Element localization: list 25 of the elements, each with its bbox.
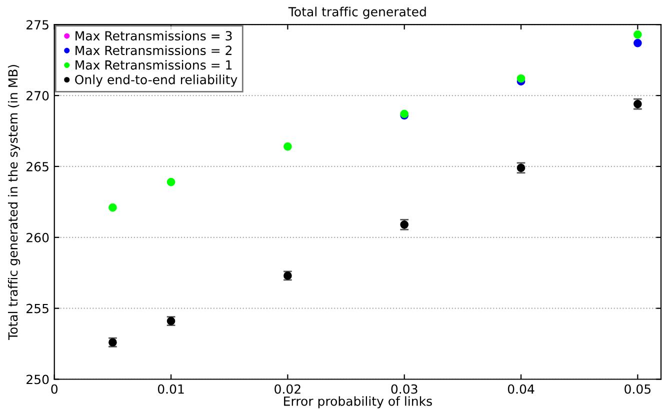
y-tick-label: 255 [26,304,48,314]
x-tick-label: 0 [51,384,58,394]
y-tick-label: 260 [26,232,49,242]
x-tick-label: 0.05 [624,384,651,394]
y-tick-label: 250 [26,374,49,384]
x-tick-label: 0.01 [158,384,184,394]
y-tick-label: 265 [26,162,48,172]
legend-label: Only end-to-end reliability [75,74,238,87]
x-tick-label: 0.04 [508,384,534,394]
x-axis-title: Error probability of links [284,396,432,408]
x-tick-label: 0.03 [391,384,418,394]
point [108,203,117,212]
legend-label: Max Retransmissions = 3 [76,30,232,41]
point [634,38,642,48]
point [516,74,526,83]
x-tick-label: 0.02 [274,384,300,394]
y-axis-title: Total traffic generated in the system (in MB) [8,64,20,340]
y-tick-label: 270 [26,91,49,100]
point [284,142,292,151]
chart-title: Total traffic generated [288,6,426,19]
point [634,30,642,39]
legend-label: Max Retransmissions = 2 [76,45,232,56]
legend-label: Max Retransmissions = 1 [76,60,232,70]
point [166,178,176,186]
y-tick-label: 275 [26,20,48,30]
